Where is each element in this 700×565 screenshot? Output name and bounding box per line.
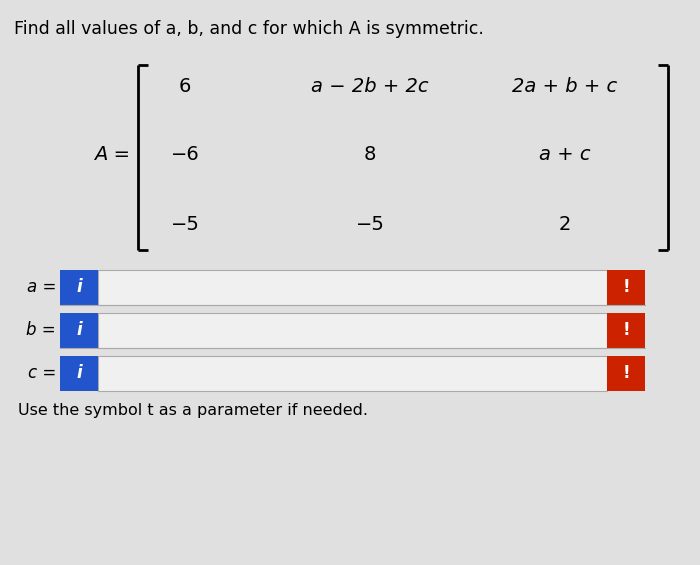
Bar <box>60 355 98 390</box>
Text: a + c: a + c <box>539 146 591 164</box>
Text: a − 2b + 2c: a − 2b + 2c <box>312 77 429 97</box>
Text: −5: −5 <box>171 215 199 234</box>
Text: i: i <box>76 321 82 339</box>
Text: Find all values of a, b, and c for which A is symmetric.: Find all values of a, b, and c for which… <box>14 20 484 38</box>
Text: 6: 6 <box>178 77 191 97</box>
Bar <box>98 270 607 305</box>
Text: 8: 8 <box>364 146 376 164</box>
Text: c =: c = <box>28 364 56 382</box>
Text: b =: b = <box>27 321 56 339</box>
Text: !: ! <box>622 321 630 339</box>
Text: −6: −6 <box>171 146 199 164</box>
Text: −5: −5 <box>356 215 384 234</box>
Bar <box>607 270 645 305</box>
Bar <box>98 312 607 347</box>
Text: 2a + b + c: 2a + b + c <box>512 77 617 97</box>
Text: !: ! <box>622 278 630 296</box>
Text: a =: a = <box>27 278 56 296</box>
Text: 2: 2 <box>559 215 571 234</box>
Bar <box>60 270 98 305</box>
Text: i: i <box>76 364 82 382</box>
Text: i: i <box>76 278 82 296</box>
Text: Use the symbol t as a parameter if needed.: Use the symbol t as a parameter if neede… <box>18 402 368 418</box>
Text: !: ! <box>622 364 630 382</box>
Bar <box>607 312 645 347</box>
Bar <box>98 355 607 390</box>
Bar <box>60 312 98 347</box>
Bar <box>607 355 645 390</box>
Text: A =: A = <box>94 146 130 164</box>
